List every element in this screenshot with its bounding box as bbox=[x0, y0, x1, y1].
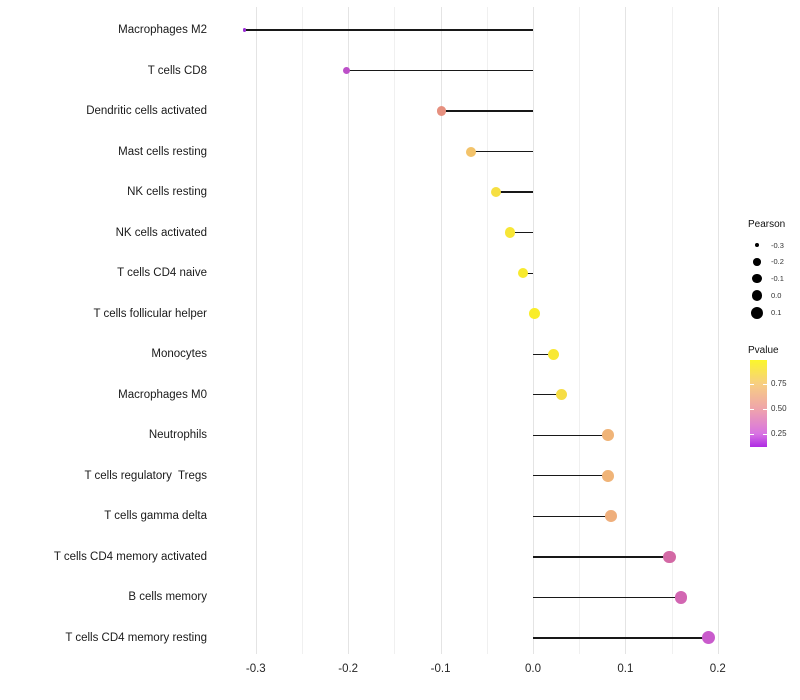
lollipop-stick bbox=[533, 596, 681, 599]
colorbar-tick bbox=[750, 384, 754, 385]
size-legend-title: Pearson bbox=[748, 219, 786, 230]
lollipop-stick bbox=[533, 475, 608, 477]
x-tick-label: 0.0 bbox=[525, 663, 541, 675]
colorbar-label: 0.50 bbox=[771, 404, 787, 413]
row-label: T cells CD4 memory activated bbox=[53, 550, 207, 563]
x-tick-label: -0.1 bbox=[430, 663, 451, 675]
row-label: Macrophages M2 bbox=[118, 24, 207, 36]
gridline-major bbox=[625, 7, 627, 654]
size-legend-label: -0.3 bbox=[771, 240, 784, 250]
lollipop-stick bbox=[244, 29, 533, 31]
row-label: NK cells activated bbox=[115, 226, 207, 239]
x-tick-label: 0.1 bbox=[617, 663, 634, 675]
colorbar-label: 0.25 bbox=[771, 429, 787, 438]
row-label: T cells CD4 naive bbox=[117, 267, 207, 280]
row-label: T cells CD8 bbox=[147, 64, 207, 77]
colorbar-label: 0.75 bbox=[771, 379, 787, 388]
color-legend-title: Pvalue bbox=[748, 345, 779, 356]
gridline-major bbox=[255, 7, 257, 654]
lollipop-stick bbox=[346, 69, 533, 72]
colorbar-tick bbox=[763, 434, 767, 435]
lollipop-dot bbox=[529, 308, 541, 320]
lollipop-dot bbox=[604, 510, 617, 523]
lollipop-stick bbox=[533, 515, 611, 517]
lollipop-stick bbox=[533, 637, 709, 639]
gridline-minor bbox=[671, 7, 673, 654]
gridline-major bbox=[533, 7, 534, 654]
lollipop-dot bbox=[702, 631, 716, 645]
lollipop-dot bbox=[601, 469, 614, 482]
lollipop-dot bbox=[504, 227, 516, 238]
row-label: T cells CD4 memory resting bbox=[65, 631, 207, 644]
size-legend-dot bbox=[752, 274, 762, 284]
colorbar-tick bbox=[750, 434, 754, 435]
gridline-minor bbox=[394, 7, 396, 654]
lollipop-dot bbox=[547, 348, 559, 360]
gridline-minor bbox=[302, 7, 303, 654]
lollipop-dot bbox=[243, 28, 247, 32]
row-label: T cells regulatory Tregs bbox=[84, 469, 207, 482]
size-legend-dot bbox=[751, 290, 763, 302]
row-label: Macrophages M0 bbox=[118, 388, 207, 401]
row-label: B cells memory bbox=[128, 591, 207, 604]
x-tick-label: 0.2 bbox=[709, 663, 726, 675]
lollipop-dot bbox=[674, 591, 688, 604]
lollipop-stick bbox=[533, 353, 554, 355]
gridline-minor bbox=[579, 7, 581, 654]
lollipop-dot bbox=[490, 187, 502, 198]
row-label: Monocytes bbox=[151, 348, 207, 361]
size-legend-dot bbox=[753, 258, 761, 266]
lollipop-stick bbox=[509, 232, 533, 234]
colorbar-tick bbox=[763, 384, 767, 385]
row-label: NK cells resting bbox=[127, 186, 207, 199]
row-label: Dendritic cells activated bbox=[86, 105, 207, 118]
x-tick-label: -0.3 bbox=[245, 663, 266, 675]
lollipop-dot bbox=[436, 106, 447, 116]
lollipop-stick bbox=[533, 394, 562, 396]
row-label: T cells follicular helper bbox=[93, 307, 207, 320]
colorbar-tick bbox=[763, 409, 767, 410]
size-legend-label: -0.2 bbox=[771, 257, 784, 267]
row-label: T cells gamma delta bbox=[104, 510, 207, 523]
lollipop-dot bbox=[342, 66, 351, 75]
gridline-minor bbox=[486, 7, 488, 654]
colorbar-tick bbox=[750, 409, 754, 410]
gridline-major bbox=[440, 7, 442, 654]
lollipop-dot bbox=[663, 550, 676, 564]
lollipop-dot bbox=[517, 267, 529, 279]
lollipop-dot bbox=[601, 429, 614, 442]
row-label: Mast cells resting bbox=[118, 145, 207, 158]
row-label: Neutrophils bbox=[148, 429, 207, 442]
lollipop-stick bbox=[471, 150, 533, 153]
size-legend-label: 0.0 bbox=[771, 291, 782, 301]
gridline-major bbox=[717, 7, 719, 654]
lollipop-stick bbox=[496, 191, 533, 193]
size-legend-dot bbox=[754, 242, 760, 248]
lollipop-dot bbox=[556, 389, 568, 401]
size-legend-dot bbox=[751, 306, 763, 319]
size-legend-label: -0.1 bbox=[771, 274, 784, 284]
gridline-major bbox=[348, 7, 350, 654]
pvalue-colorbar bbox=[750, 360, 767, 447]
lollipop-stick bbox=[441, 110, 533, 112]
size-legend-label: 0.1 bbox=[771, 308, 782, 318]
lollipop-stick bbox=[533, 556, 670, 558]
lollipop-stick bbox=[533, 434, 608, 436]
lollipop-dot bbox=[466, 146, 476, 157]
x-tick-label: -0.2 bbox=[338, 663, 359, 675]
